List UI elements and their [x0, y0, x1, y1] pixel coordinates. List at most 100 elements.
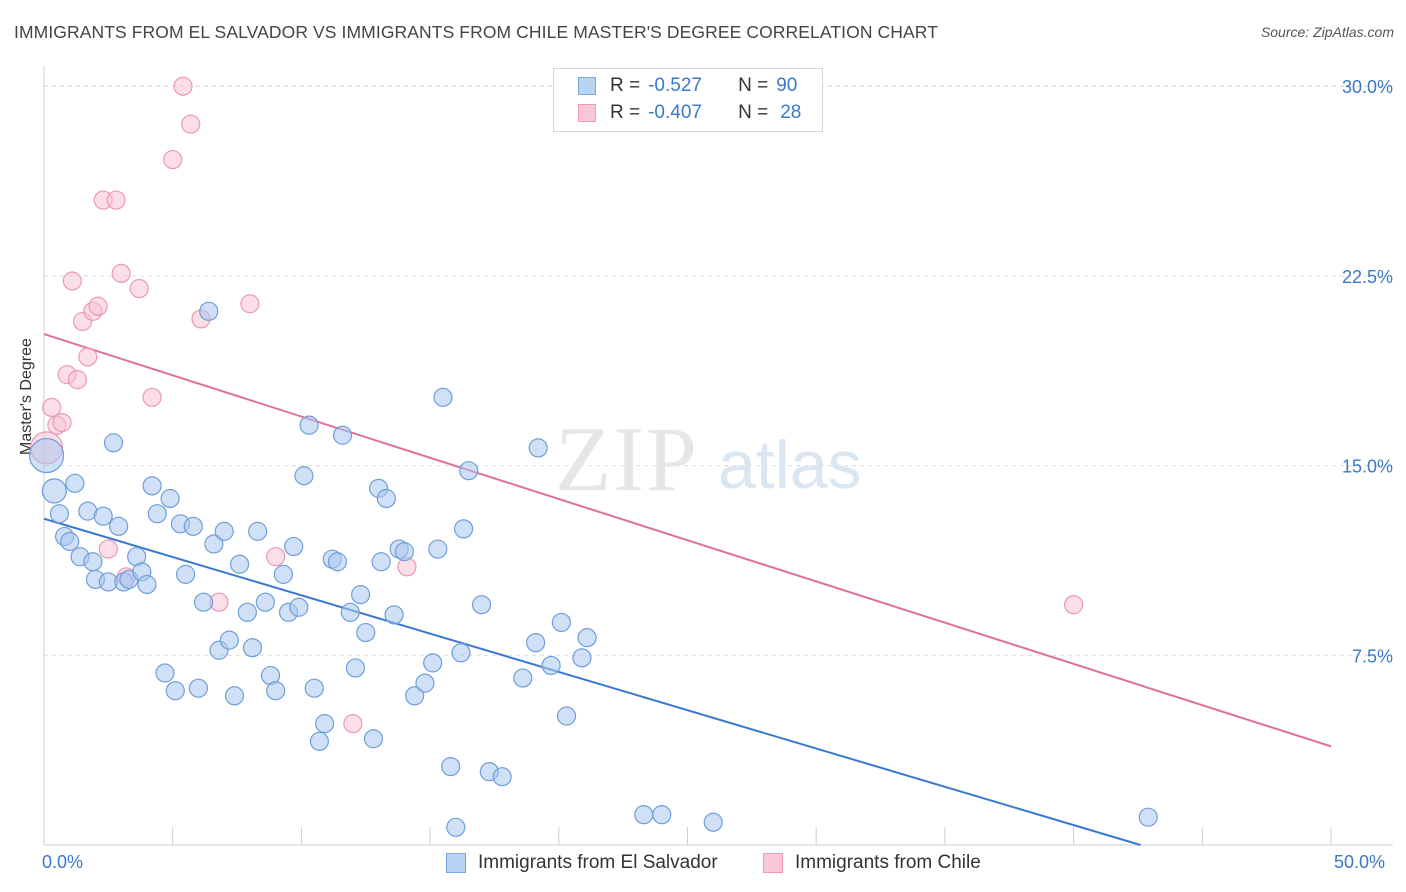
point-el-salvador [371, 552, 391, 572]
trend-line-chile [43, 333, 1332, 748]
series-legend: Immigrants from El Salvador Immigrants f… [0, 852, 1406, 878]
r-value: -0.527 [648, 75, 702, 96]
stats-row-chile: R = -0.407 N = 28 [578, 101, 801, 125]
n-value: 28 [780, 102, 802, 123]
point-el-salvador [376, 488, 396, 509]
legend-label-chile: Immigrants from Chile [795, 852, 981, 873]
point-el-salvador [356, 622, 376, 643]
point-el-salvador [492, 767, 512, 787]
y-tick-labels: 7.5% 15.0% 22.5% 30.0% [1342, 77, 1393, 666]
point-el-salvador [703, 812, 723, 832]
point-el-salvador [165, 681, 185, 701]
legend-item-chile[interactable]: Immigrants from Chile [763, 852, 981, 874]
point-el-salvador [214, 521, 234, 541]
point-el-salvador [147, 504, 167, 524]
point-el-salvador [83, 552, 103, 572]
point-el-salvador [273, 564, 293, 584]
point-chile [52, 413, 72, 433]
point-el-salvador [294, 466, 314, 486]
point-el-salvador [137, 574, 157, 595]
point-el-salvador [433, 387, 453, 407]
point-chile [181, 114, 201, 134]
point-el-salvador [314, 713, 335, 734]
chile-swatch [578, 104, 596, 122]
point-chile [111, 263, 131, 283]
point-el-salvador [513, 668, 533, 688]
point-el-salvador [451, 643, 471, 663]
point-el-salvador [428, 539, 448, 559]
point-el-salvador [224, 686, 245, 706]
point-el-salvador [65, 473, 85, 493]
trend-line-el-salvador [43, 517, 1141, 846]
point-el-salvador [248, 521, 268, 541]
point-chile [42, 397, 62, 418]
point-chile [240, 294, 260, 314]
point-el-salvador [345, 658, 366, 678]
axes [43, 66, 1393, 846]
source-label: Source: ZipAtlas.com [1260, 24, 1394, 40]
trend-lines [43, 333, 1332, 846]
y-tick-label: 30.0% [1342, 77, 1393, 97]
point-el-salvador [199, 301, 219, 321]
point-el-salvador [332, 425, 353, 445]
n-label: N = [738, 102, 769, 123]
point-el-salvador [423, 653, 443, 673]
point-el-salvador [446, 817, 466, 837]
point-el-salvador [384, 605, 404, 625]
n-value: 90 [776, 75, 798, 96]
r-value: -0.407 [648, 102, 702, 123]
legend-label-el-salvador: Immigrants from El Salvador [478, 852, 718, 873]
point-el-salvador [109, 516, 129, 536]
point-el-salvador [93, 506, 113, 526]
n-label: N = [738, 75, 769, 96]
point-el-salvador [1138, 807, 1158, 827]
watermark: ZIP atlas [555, 408, 862, 510]
el-salvador-legend-swatch [446, 853, 466, 873]
point-el-salvador [405, 686, 425, 706]
point-el-salvador [327, 552, 348, 572]
point-el-salvador [351, 585, 371, 605]
point-el-salvador [309, 731, 330, 751]
x-tick-label-min: 0.0% [42, 852, 84, 872]
r-label: R = [610, 102, 641, 123]
point-el-salvador [103, 433, 124, 453]
point-el-salvador [556, 706, 577, 726]
point-el-salvador [188, 678, 209, 698]
point-el-salvador [255, 592, 275, 612]
point-el-salvador [60, 531, 80, 552]
point-el-salvador [193, 592, 214, 612]
point-chile [67, 370, 88, 390]
point-el-salvador [242, 638, 263, 658]
point-el-salvador [230, 554, 250, 574]
legend-item-el-salvador[interactable]: Immigrants from El Salvador [446, 852, 718, 874]
point-el-salvador [289, 597, 309, 617]
chile-legend-swatch [763, 853, 783, 873]
x-tick-label-max: 50.0% [1334, 852, 1386, 872]
point-el-salvador [299, 415, 319, 435]
r-label: R = [610, 75, 641, 96]
point-el-salvador [526, 633, 546, 653]
point-el-salvador [652, 805, 672, 825]
point-el-salvador [155, 663, 175, 683]
point-chile [98, 539, 118, 559]
point-el-salvador [634, 805, 654, 825]
chart-title: IMMIGRANTS FROM EL SALVADOR VS IMMIGRANT… [14, 22, 938, 42]
point-el-salvador [459, 461, 479, 481]
stats-legend: R = -0.527 N = 90 R = -0.407 N = 28 [553, 68, 823, 132]
point-chile [106, 190, 126, 210]
point-chile [343, 713, 363, 734]
point-chile [142, 387, 162, 407]
point-el-salvador [142, 476, 162, 496]
point-el-salvador [219, 630, 239, 650]
point-chile [266, 547, 286, 567]
point-el-salvador [175, 564, 196, 584]
point-chile [62, 271, 82, 291]
point-el-salvador [237, 602, 257, 622]
point-el-salvador [266, 681, 286, 701]
point-el-salvador [363, 729, 384, 749]
y-tick-label: 22.5% [1342, 267, 1393, 287]
y-tick-label: 15.0% [1342, 457, 1393, 477]
point-el-salvador [541, 655, 561, 676]
point-el-salvador [453, 519, 474, 539]
